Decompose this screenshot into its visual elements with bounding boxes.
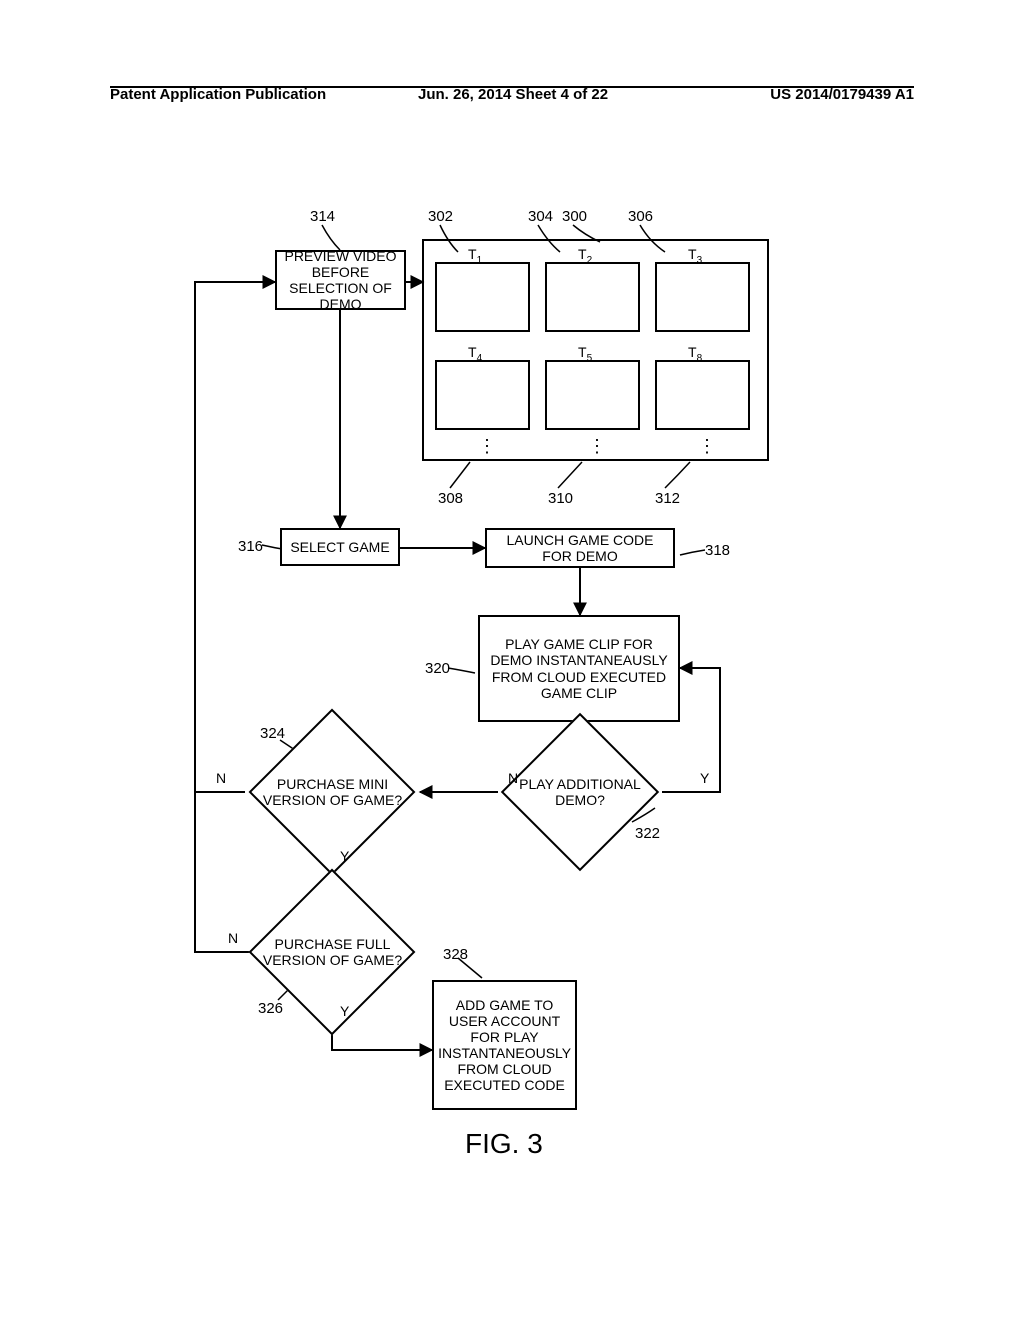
ref-300: 300 bbox=[562, 208, 587, 225]
box-launch-code-text: LAUNCH GAME CODE FOR DEMO bbox=[493, 532, 667, 564]
thumb-t2-label: T2 bbox=[578, 246, 592, 266]
header-center: Jun. 26, 2014 Sheet 4 of 22 bbox=[418, 86, 608, 103]
label-y-326: Y bbox=[340, 1003, 349, 1019]
thumb-t8-label: T8 bbox=[688, 344, 702, 364]
dots-2: ⋮ bbox=[588, 436, 608, 457]
thumb-t4 bbox=[435, 360, 530, 430]
thumb-t2 bbox=[545, 262, 640, 332]
header-left: Patent Application Publication bbox=[110, 86, 326, 103]
ref-324: 324 bbox=[260, 725, 285, 742]
box-preview: PREVIEW VIDEO BEFORE SELECTION OF DEMO bbox=[275, 250, 406, 310]
page: Patent Application Publication Jun. 26, … bbox=[0, 0, 1024, 1320]
header-right: US 2014/0179439 A1 bbox=[770, 86, 914, 103]
box-add-game: ADD GAME TO USER ACCOUNT FOR PLAY INSTAN… bbox=[432, 980, 577, 1110]
box-select-game-text: SELECT GAME bbox=[290, 539, 389, 555]
box-preview-text: PREVIEW VIDEO BEFORE SELECTION OF DEMO bbox=[283, 248, 398, 312]
ref-306: 306 bbox=[628, 208, 653, 225]
ref-322: 322 bbox=[635, 825, 660, 842]
label-n-326: N bbox=[228, 930, 238, 946]
box-launch-code: LAUNCH GAME CODE FOR DEMO bbox=[485, 528, 675, 568]
thumb-t1 bbox=[435, 262, 530, 332]
figure-caption: FIG. 3 bbox=[465, 1128, 543, 1160]
ref-318: 318 bbox=[705, 542, 730, 559]
thumb-t5 bbox=[545, 360, 640, 430]
ref-308: 308 bbox=[438, 490, 463, 507]
ref-314: 314 bbox=[310, 208, 335, 225]
thumb-t3-label: T3 bbox=[688, 246, 702, 266]
dots-1: ⋮ bbox=[478, 436, 498, 457]
ref-302: 302 bbox=[428, 208, 453, 225]
label-y-322: Y bbox=[700, 770, 709, 786]
ref-316: 316 bbox=[238, 538, 263, 555]
ref-326: 326 bbox=[258, 1000, 283, 1017]
ref-312: 312 bbox=[655, 490, 680, 507]
thumb-t4-label: T4 bbox=[468, 344, 482, 364]
box-play-clip-text: PLAY GAME CLIP FOR DEMO INSTANTANEAUSLY … bbox=[486, 636, 672, 700]
ref-310: 310 bbox=[548, 490, 573, 507]
thumb-t8 bbox=[655, 360, 750, 430]
label-n-322: N bbox=[508, 770, 518, 786]
ref-328: 328 bbox=[443, 946, 468, 963]
thumb-t1-label: T1 bbox=[468, 246, 482, 266]
label-n-324: N bbox=[216, 770, 226, 786]
box-select-game: SELECT GAME bbox=[280, 528, 400, 566]
diamond-play-additional bbox=[501, 713, 659, 871]
label-y-324: Y bbox=[340, 848, 349, 864]
ref-320: 320 bbox=[425, 660, 450, 677]
box-play-clip: PLAY GAME CLIP FOR DEMO INSTANTANEAUSLY … bbox=[478, 615, 680, 722]
ref-304: 304 bbox=[528, 208, 553, 225]
thumb-t5-label: T5 bbox=[578, 344, 592, 364]
thumb-t3 bbox=[655, 262, 750, 332]
dots-3: ⋮ bbox=[698, 436, 718, 457]
box-add-game-text: ADD GAME TO USER ACCOUNT FOR PLAY INSTAN… bbox=[438, 997, 571, 1094]
